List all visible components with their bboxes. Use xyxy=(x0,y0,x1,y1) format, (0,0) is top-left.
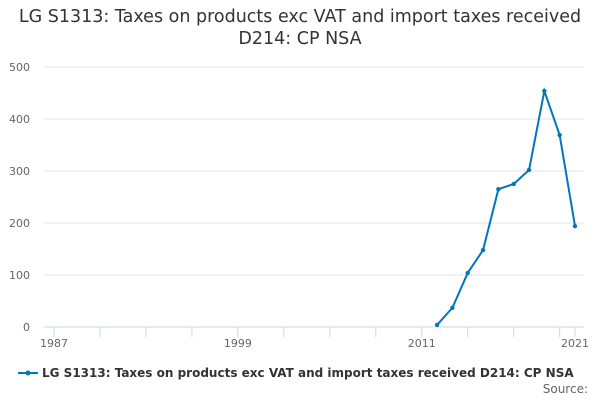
legend-label: LG S1313: Taxes on products exc VAT and … xyxy=(42,366,574,380)
data-point xyxy=(480,247,486,253)
y-tick-label: 500 xyxy=(9,61,30,74)
chart-title: LG S1313: Taxes on products exc VAT and … xyxy=(18,7,582,49)
x-tick-label: 2021 xyxy=(561,337,589,350)
data-point xyxy=(511,181,516,187)
data-point xyxy=(434,322,440,328)
series-line xyxy=(436,87,576,326)
x-tick-label: 2011 xyxy=(408,337,436,350)
legend-item[interactable]: LG S1313: Taxes on products exc VAT and … xyxy=(18,366,574,380)
data-point xyxy=(572,223,578,229)
y-tick-label: 200 xyxy=(9,217,30,230)
data-point xyxy=(496,187,501,192)
y-tick-label: 300 xyxy=(9,165,30,178)
data-point xyxy=(542,88,547,94)
y-tick-label: 400 xyxy=(9,113,30,126)
x-tick-label: 1999 xyxy=(224,337,252,350)
data-point xyxy=(526,167,532,173)
y-tick-label: 100 xyxy=(9,269,30,282)
data-point xyxy=(557,132,562,138)
source-label: Source: xyxy=(542,382,588,396)
data-point xyxy=(465,270,470,276)
x-tick-label: 1987 xyxy=(40,337,68,350)
legend-line-icon xyxy=(18,370,38,376)
data-point xyxy=(450,305,455,310)
y-tick-label: 0 xyxy=(23,321,30,334)
